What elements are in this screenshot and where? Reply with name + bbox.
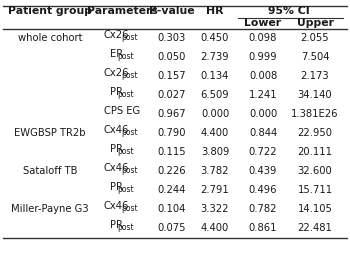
Text: Cx26: Cx26	[104, 30, 129, 40]
Text: 0.008: 0.008	[249, 71, 277, 81]
Text: 0.450: 0.450	[201, 33, 229, 43]
Text: Upper: Upper	[296, 18, 334, 28]
Text: 0.722: 0.722	[249, 147, 277, 157]
Text: 14.105: 14.105	[298, 204, 332, 214]
Text: 4.400: 4.400	[201, 223, 229, 233]
Text: 1.381E26: 1.381E26	[291, 109, 339, 119]
Text: 0.999: 0.999	[249, 52, 277, 62]
Text: post: post	[118, 90, 134, 99]
Text: 2.173: 2.173	[301, 71, 329, 81]
Text: 0.157: 0.157	[158, 71, 186, 81]
Text: PR: PR	[110, 144, 123, 154]
Text: post: post	[121, 166, 138, 175]
Text: 0.439: 0.439	[249, 166, 277, 176]
Text: 0.303: 0.303	[158, 33, 186, 43]
Text: post: post	[121, 128, 138, 137]
Text: post: post	[121, 204, 138, 213]
Text: P-value: P-value	[149, 6, 195, 16]
Text: post: post	[118, 147, 134, 156]
Text: 2.739: 2.739	[201, 52, 229, 62]
Text: HR: HR	[206, 6, 224, 16]
Text: 0.104: 0.104	[158, 204, 186, 214]
Text: 0.115: 0.115	[158, 147, 186, 157]
Text: Patient group: Patient group	[8, 6, 92, 16]
Text: Cx46: Cx46	[104, 125, 129, 135]
Text: 34.140: 34.140	[298, 90, 332, 100]
Text: 0.075: 0.075	[158, 223, 186, 233]
Text: 3.322: 3.322	[201, 204, 229, 214]
Text: PR: PR	[110, 182, 123, 192]
Text: 0.098: 0.098	[249, 33, 277, 43]
Text: 4.400: 4.400	[201, 128, 229, 138]
Text: 6.509: 6.509	[201, 90, 229, 100]
Text: 0.050: 0.050	[158, 52, 186, 62]
Text: CPS EG: CPS EG	[104, 106, 140, 116]
Text: 0.000: 0.000	[201, 109, 229, 119]
Text: 0.226: 0.226	[158, 166, 186, 176]
Text: 0.244: 0.244	[158, 185, 186, 195]
Text: post: post	[118, 223, 134, 232]
Text: 20.111: 20.111	[298, 147, 332, 157]
Text: 7.504: 7.504	[301, 52, 329, 62]
Text: post: post	[121, 71, 138, 80]
Text: ER: ER	[110, 49, 123, 59]
Text: 0.844: 0.844	[249, 128, 277, 138]
Text: 3.782: 3.782	[201, 166, 229, 176]
Text: Parameters: Parameters	[87, 6, 158, 16]
Text: Lower: Lower	[244, 18, 281, 28]
Text: EWGBSP TR2b: EWGBSP TR2b	[14, 128, 86, 138]
Text: 1.241: 1.241	[249, 90, 277, 100]
Text: 2.055: 2.055	[301, 33, 329, 43]
Text: PR: PR	[110, 220, 123, 230]
Text: 22.950: 22.950	[298, 128, 332, 138]
Text: PR: PR	[110, 87, 123, 97]
Text: 22.481: 22.481	[298, 223, 332, 233]
Text: 0.861: 0.861	[249, 223, 277, 233]
Text: post: post	[118, 185, 134, 194]
Text: 32.600: 32.600	[298, 166, 332, 176]
Text: 0.027: 0.027	[158, 90, 186, 100]
Text: Sataloff TB: Sataloff TB	[23, 166, 77, 176]
Text: 0.790: 0.790	[158, 128, 186, 138]
Text: 0.782: 0.782	[249, 204, 277, 214]
Text: post: post	[121, 33, 138, 42]
Text: Miller-Payne G3: Miller-Payne G3	[11, 204, 89, 214]
Text: Cx46: Cx46	[104, 201, 129, 211]
Text: 0.496: 0.496	[249, 185, 277, 195]
Text: 0.000: 0.000	[249, 109, 277, 119]
Text: 95% CI: 95% CI	[268, 6, 310, 16]
Text: Cx26: Cx26	[104, 68, 129, 78]
Text: whole cohort: whole cohort	[18, 33, 82, 43]
Text: 15.711: 15.711	[298, 185, 332, 195]
Text: 0.967: 0.967	[158, 109, 186, 119]
Text: 2.791: 2.791	[201, 185, 229, 195]
Text: 0.134: 0.134	[201, 71, 229, 81]
Text: 3.809: 3.809	[201, 147, 229, 157]
Text: Cx46: Cx46	[104, 163, 129, 173]
Text: post: post	[118, 52, 134, 61]
